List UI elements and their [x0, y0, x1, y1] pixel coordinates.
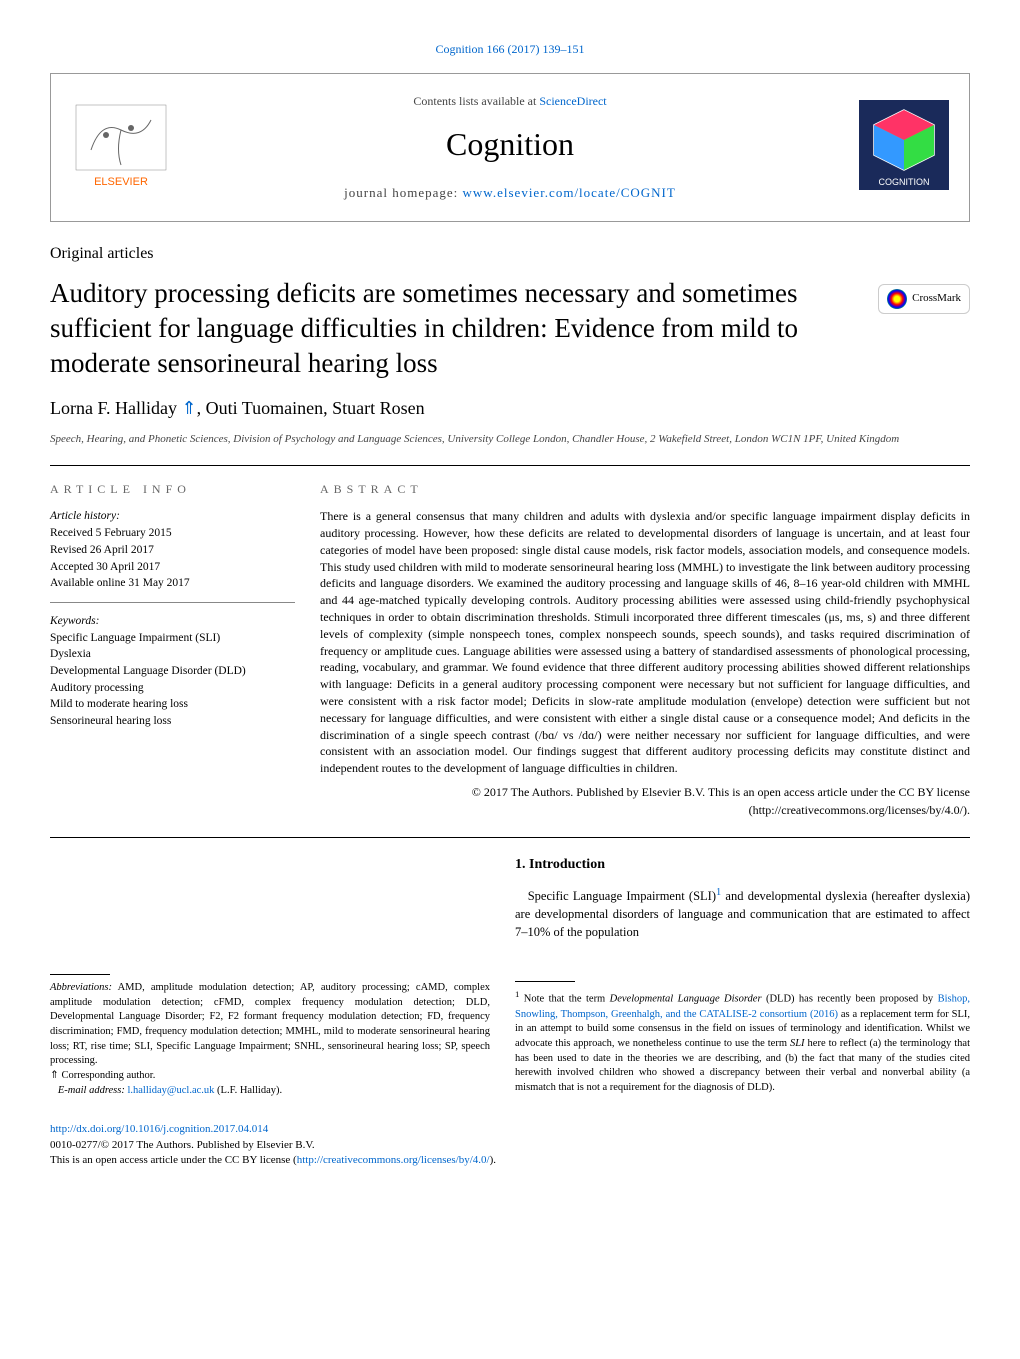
elsevier-logo: ELSEVIER	[71, 100, 181, 196]
abstract-license: © 2017 The Authors. Published by Elsevie…	[320, 783, 970, 819]
intro-heading: 1. Introduction	[515, 854, 970, 875]
section-divider	[50, 837, 970, 838]
footnote-1: 1 Note that the term Developmental Langu…	[515, 988, 970, 1095]
header-center: Contents lists available at ScienceDirec…	[181, 92, 839, 203]
footnote-divider	[515, 981, 575, 982]
article-history: Article history: Received 5 February 201…	[50, 508, 295, 603]
contents-line: Contents lists available at ScienceDirec…	[181, 92, 839, 110]
intro-paragraph: Specific Language Impairment (SLI)1 and …	[515, 885, 970, 942]
corresponding-footnote: ⇑ Corresponding author.	[50, 1069, 490, 1084]
abstract-header: ABSTRACT	[320, 480, 970, 498]
crossmark-badge[interactable]: CrossMark	[860, 276, 970, 315]
crossmark-icon	[887, 289, 907, 309]
journal-header: ELSEVIER Contents lists available at Sci…	[50, 73, 970, 222]
email-link[interactable]: l.halliday@ucl.ac.uk	[127, 1085, 214, 1096]
cognition-logo: COGNITION	[839, 100, 949, 196]
sciencedirect-link[interactable]: ScienceDirect	[539, 94, 606, 108]
authors: Lorna F. Halliday ⇑, Outi Tuomainen, Stu…	[50, 395, 970, 422]
email-footnote: E-mail address: l.halliday@ucl.ac.uk (L.…	[50, 1084, 490, 1099]
abstract-text: There is a general consensus that many c…	[320, 508, 970, 777]
article-title: Auditory processing deficits are sometim…	[50, 276, 860, 381]
cc-license-link[interactable]: http://creativecommons.org/licenses/by/4…	[753, 803, 963, 817]
article-info-header: ARTICLE INFO	[50, 480, 295, 498]
footer-block: http://dx.doi.org/10.1016/j.cognition.20…	[50, 1122, 970, 1168]
corresponding-mark[interactable]: ⇑	[177, 398, 197, 418]
homepage-link[interactable]: www.elsevier.com/locate/COGNIT	[463, 185, 676, 200]
svg-text:COGNITION: COGNITION	[879, 177, 930, 187]
citation-link[interactable]: Cognition 166 (2017) 139–151	[50, 40, 970, 58]
doi-link[interactable]: http://dx.doi.org/10.1016/j.cognition.20…	[50, 1123, 268, 1135]
footer-license-link[interactable]: http://creativecommons.org/licenses/by/4…	[297, 1154, 490, 1166]
footnote-divider	[50, 974, 110, 975]
svg-text:ELSEVIER: ELSEVIER	[94, 176, 148, 188]
affiliation: Speech, Hearing, and Phonetic Sciences, …	[50, 432, 970, 447]
abbreviations-footnote: Abbreviations: AMD, amplitude modulation…	[50, 981, 490, 1069]
homepage-line: journal homepage: www.elsevier.com/locat…	[181, 183, 839, 203]
article-type: Original articles	[50, 242, 970, 266]
keywords-block: Keywords: Specific Language Impairment (…	[50, 613, 295, 730]
journal-title: Cognition	[181, 120, 839, 168]
